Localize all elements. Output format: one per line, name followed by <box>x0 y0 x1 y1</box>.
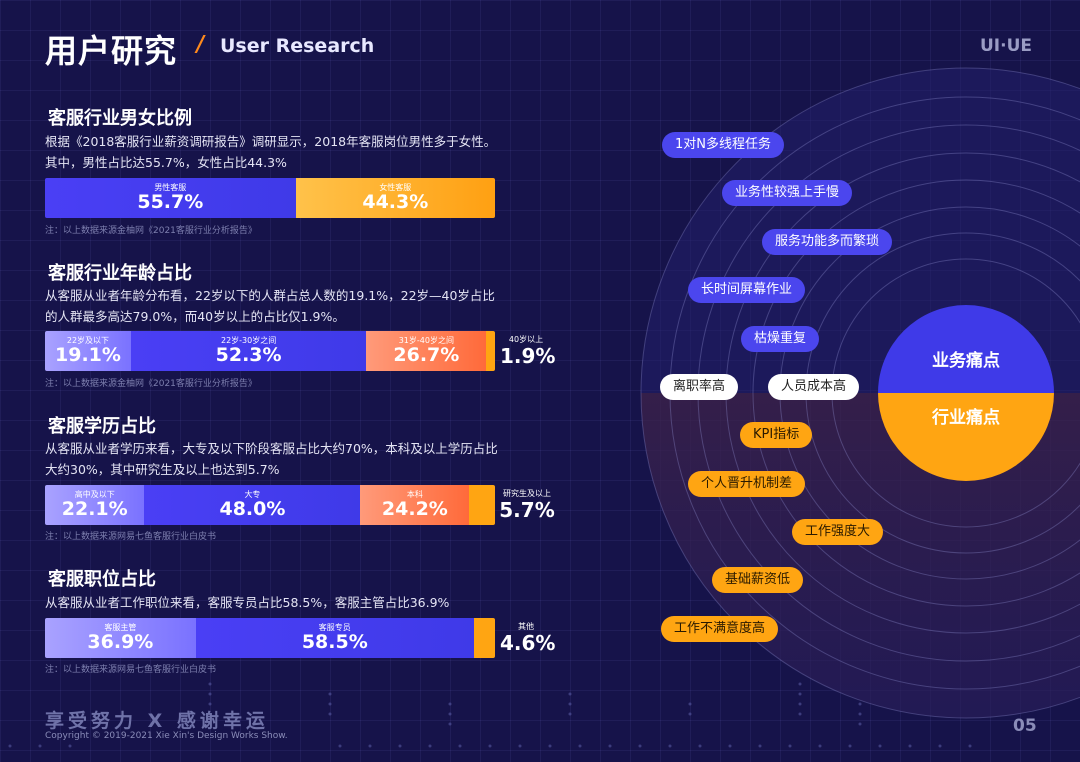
segment-label: 22岁及以下 <box>66 336 110 345</box>
page-subtitle: User Research <box>220 35 375 57</box>
tag-high-cost: 人员成本高 <box>768 374 860 400</box>
business-pain-half <box>878 305 1054 393</box>
segment-value: 5.7% <box>499 498 555 522</box>
segment-value: 26.7% <box>393 344 460 366</box>
segment-value: 19.1% <box>55 344 121 366</box>
tag-kpi: KPI指标 <box>740 422 813 448</box>
segment-edu-graduate <box>469 485 495 525</box>
copyright-text: Copyright © 2019-2021 Xie Xin's Design W… <box>45 731 288 741</box>
segment-label: 客服专员 <box>318 623 351 632</box>
tag-low-salary: 基础薪资低 <box>712 567 804 593</box>
segment-position-supervisor: 客服主管 36.9% <box>45 618 196 658</box>
industry-pain-label: 行业痛点 <box>932 408 1000 428</box>
industry-pain-half <box>878 393 1054 481</box>
source-note: 注：以上数据来源网易七鱼客服行业白皮书 <box>45 532 217 542</box>
segment-label: 22岁-30岁之间 <box>220 336 277 345</box>
section-title-age: 客服行业年龄占比 <box>48 263 192 284</box>
section-title-education: 客服学历占比 <box>48 416 156 437</box>
age-ratio-bar: 22岁及以下 19.1% 22岁-30岁之间 52.3% 31岁-40岁之间 2… <box>45 331 495 371</box>
segment-label: 女性客服 <box>379 183 412 192</box>
tag-promotion: 个人晋升机制差 <box>688 471 806 497</box>
section-desc-age: 从客服从业者年龄分布看，22岁以下的人群占总人数的19.1%，22岁—40岁占比… <box>45 288 495 324</box>
segment-age-over40 <box>486 331 495 371</box>
segment-age-under22: 22岁及以下 19.1% <box>45 331 131 371</box>
segment-label: 其他 <box>518 622 534 631</box>
gender-ratio-bar: 男性客服 55.7% 女性客服 44.3% <box>45 178 495 218</box>
segment-value: 48.0% <box>219 498 286 520</box>
page-number: 05 <box>1013 716 1037 736</box>
segment-label: 研究生及以上 <box>503 489 551 498</box>
segment-age-22-30: 22岁-30岁之间 52.3% <box>130 331 367 371</box>
segment-label: 高中及以下 <box>74 490 115 499</box>
segment-value: 1.9% <box>500 344 556 368</box>
segment-edu-bachelor: 本科 24.2% <box>360 485 470 525</box>
external-label-other: 其他 4.6% <box>500 622 556 655</box>
segment-position-other <box>473 618 495 658</box>
source-note: 注：以上数据来源网易七鱼客服行业白皮书 <box>45 665 217 675</box>
tag-high-turnover: 离职率高 <box>660 374 739 400</box>
segment-label: 本科 <box>406 490 423 499</box>
tag-slow-onboarding: 业务性较强上手慢 <box>722 180 853 206</box>
segment-label: 客服主管 <box>104 623 137 632</box>
segment-value: 58.5% <box>301 631 368 653</box>
external-label-over40: 40岁以上 1.9% <box>500 335 556 368</box>
tag-multithread-task: 1对N多线程任务 <box>662 132 784 158</box>
segment-label: 31岁-40岁之间 <box>398 336 454 345</box>
segment-value: 44.3% <box>362 191 429 213</box>
segment-value: 36.9% <box>87 631 154 653</box>
segment-label: 大专 <box>244 490 261 499</box>
segment-value: 55.7% <box>137 191 204 213</box>
tag-complex-functions: 服务功能多而繁琐 <box>762 229 893 255</box>
section-title-gender: 客服行业男女比例 <box>48 108 192 129</box>
tag-dissatisfaction: 工作不满意度高 <box>661 616 779 642</box>
page-title: 用户研究 <box>45 32 178 70</box>
section-desc-position: 从客服从业者工作职位来看，客服专员占比58.5%，客服主管占比36.9% <box>45 595 450 610</box>
source-note: 注：以上数据来源金柚网《2021客服行业分析报告》 <box>45 379 257 389</box>
external-label-graduate: 研究生及以上 5.7% <box>498 489 556 521</box>
slogan: 享受努力 X 感谢幸运 <box>45 710 269 732</box>
title-divider: / <box>193 32 207 57</box>
section-desc-education: 从客服从业者学历来看，大专及以下阶段客服占比大约70%，本科及以上学历占比大约3… <box>45 441 498 477</box>
tag-work-intensity: 工作强度大 <box>792 519 884 545</box>
segment-edu-highschool: 高中及以下 22.1% <box>45 485 145 525</box>
segment-label: 40岁以上 <box>508 335 544 344</box>
section-title-position: 客服职位占比 <box>48 569 156 590</box>
tag-repetitive: 枯燥重复 <box>741 326 820 352</box>
education-ratio-bar: 高中及以下 22.1% 大专 48.0% 本科 24.2% <box>45 485 495 525</box>
tag-screen-time: 长时间屏幕作业 <box>688 277 806 303</box>
segment-value: 22.1% <box>61 498 128 520</box>
brand-logo: UI·UE <box>980 36 1033 56</box>
segment-edu-college: 大专 48.0% <box>144 485 361 525</box>
business-pain-label: 业务痛点 <box>932 351 1000 371</box>
segment-age-31-40: 31岁-40岁之间 26.7% <box>366 331 487 371</box>
segment-label: 男性客服 <box>154 183 187 192</box>
section-desc-gender: 根据《2018客服行业薪资调研报告》调研显示，2018年客服岗位男性多于女性。其… <box>45 134 497 170</box>
segment-position-specialist: 客服专员 58.5% <box>195 618 474 658</box>
segment-male: 男性客服 55.7% <box>45 178 296 218</box>
dot-pattern-decoration <box>8 682 972 748</box>
segment-value: 24.2% <box>381 498 448 520</box>
source-note: 注：以上数据来源金柚网《2021客服行业分析报告》 <box>45 226 257 236</box>
segment-value: 4.6% <box>500 631 556 655</box>
segment-value: 52.3% <box>215 344 282 366</box>
position-ratio-bar: 客服主管 36.9% 客服专员 58.5% <box>45 618 495 658</box>
segment-female: 女性客服 44.3% <box>295 178 495 218</box>
